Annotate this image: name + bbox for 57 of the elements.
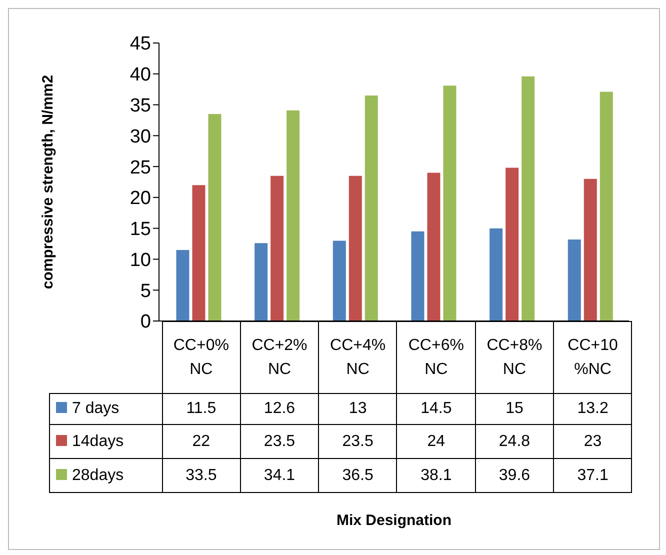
y-tick-label: 40 [130, 64, 151, 86]
bar [443, 86, 456, 321]
y-tick-label: 45 [130, 34, 151, 55]
data-label: 23.5 [240, 424, 319, 458]
data-label: 39.6 [475, 458, 554, 492]
bar [348, 176, 362, 321]
x-tick-label: CC+4% NC [318, 322, 397, 394]
x-tick-label: CC+6% NC [396, 322, 476, 394]
y-tick-label: 5 [140, 280, 151, 302]
bar [600, 92, 613, 321]
legend-label: 7 days [50, 394, 162, 424]
data-label: 24.8 [475, 424, 554, 458]
legend-label: 14days [50, 424, 162, 458]
bar [286, 110, 300, 321]
y-tick-label: 0 [140, 312, 151, 333]
data-label: 33.5 [162, 458, 240, 492]
bar [568, 239, 581, 321]
x-tick-label: CC+10 %NC [554, 322, 632, 394]
bar [584, 178, 597, 321]
data-label: 11.5 [162, 394, 240, 424]
bar [506, 168, 519, 321]
y-tick-label: 10 [130, 250, 151, 271]
y-tick-label: 25 [130, 157, 151, 178]
data-label: 13.2 [554, 394, 632, 424]
data-label: 23 [554, 424, 632, 458]
y-tick-label: 15 [130, 219, 151, 240]
bar [332, 240, 346, 321]
x-tick-label: CC+0% NC [162, 322, 240, 394]
data-label: 24 [396, 424, 476, 458]
data-label: 37.1 [554, 458, 632, 492]
bar [208, 114, 222, 321]
bar [427, 172, 440, 321]
x-tick-label: CC+2% NC [240, 322, 319, 394]
y-tick-label: 35 [130, 96, 151, 117]
bar [254, 243, 268, 321]
bar [364, 96, 378, 321]
data-label: 12.6 [240, 394, 319, 424]
data-label: 34.1 [240, 458, 319, 492]
data-label: 13 [318, 394, 397, 424]
data-label: 36.5 [318, 458, 397, 492]
bar [176, 250, 190, 321]
bar [490, 228, 503, 321]
data-label: 23.5 [318, 424, 397, 458]
y-tick-label: 20 [130, 188, 151, 210]
y-axis-title: compressive strength, N/mm2 [39, 74, 56, 290]
data-label: 22 [162, 424, 240, 458]
bar [522, 76, 535, 321]
bar [270, 176, 284, 321]
y-tick-label: 30 [130, 126, 151, 148]
data-label: 14.5 [396, 394, 476, 424]
bar [411, 231, 424, 321]
legend-label: 28days [50, 458, 162, 492]
text: Mix Designation [335, 512, 452, 529]
x-tick-label: CC+8% NC [475, 322, 554, 394]
bar [192, 185, 206, 321]
data-label: 15 [475, 394, 554, 424]
data-label: 38.1 [396, 458, 476, 492]
